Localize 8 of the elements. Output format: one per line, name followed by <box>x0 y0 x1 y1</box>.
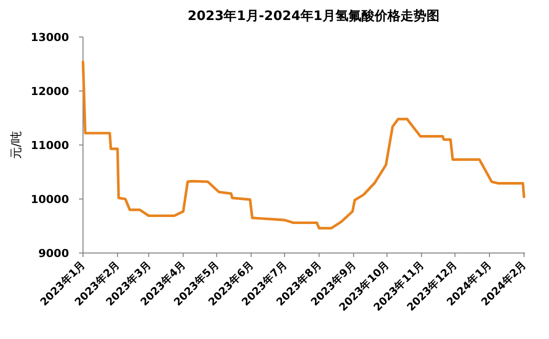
y-tick-label: 13000 <box>30 31 70 44</box>
chart-title: 2023年1月-2024年1月氢氟酸价格走势图 <box>188 8 440 24</box>
y-tick-label: 11000 <box>30 139 70 152</box>
line-series <box>82 60 526 230</box>
y-tick-label: 12000 <box>30 85 70 98</box>
y-tick-label: 10000 <box>30 193 70 206</box>
y-axis-title: 元/吨 <box>9 130 23 160</box>
y-tick-label: 9000 <box>38 247 70 260</box>
